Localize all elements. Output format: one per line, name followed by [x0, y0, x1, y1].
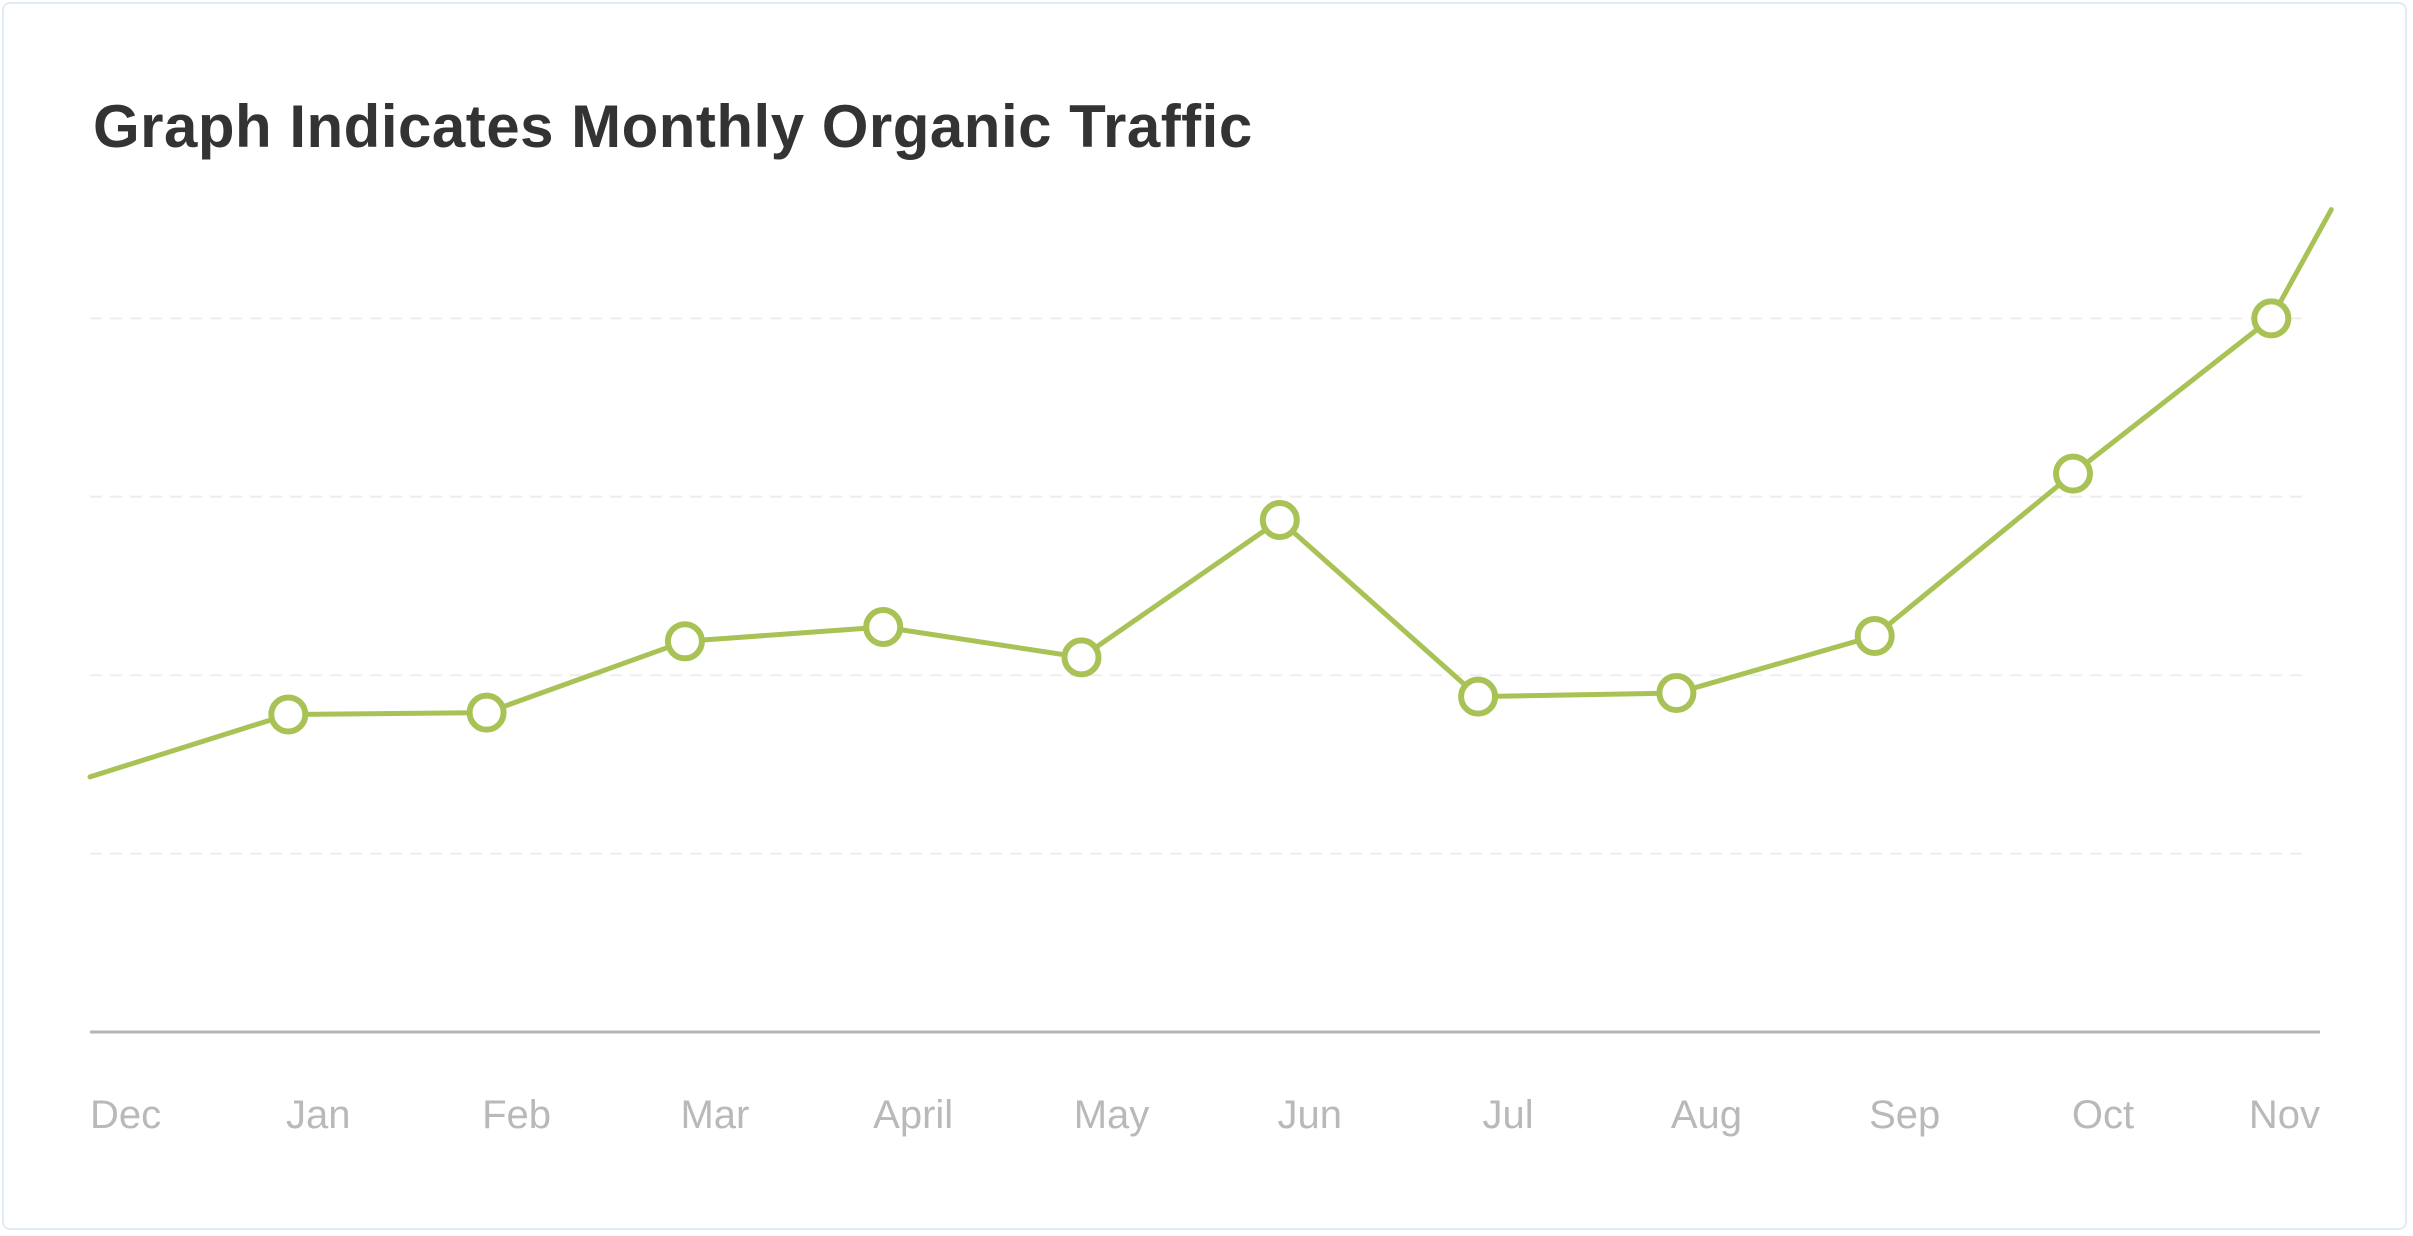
data-point-jun[interactable] [1259, 499, 1300, 540]
series-group [87, 207, 2334, 780]
data-point-jan[interactable] [268, 694, 309, 735]
data-point-feb[interactable] [466, 692, 507, 733]
x-tick-label-aug: Aug [1671, 1093, 1742, 1137]
data-point-nov[interactable] [2251, 298, 2292, 339]
x-tick-label-jul: Jul [1483, 1093, 1534, 1137]
x-tick-label-feb: Feb [482, 1093, 551, 1137]
data-point-mar[interactable] [664, 621, 705, 662]
data-point-sep[interactable] [1854, 615, 1895, 656]
gridlines [90, 317, 2304, 855]
x-tick-label-mar: Mar [680, 1093, 749, 1137]
data-point-jul[interactable] [1458, 676, 1499, 717]
x-tick-label-jan: Jan [286, 1093, 351, 1137]
data-point-may[interactable] [1061, 637, 1102, 678]
x-tick-label-dec: Dec [90, 1093, 161, 1137]
x-tick-label-nov: Nov [2249, 1093, 2320, 1137]
x-tick-labels: Dec Jan Feb Mar April May Jun Jul Aug Sep Oct Nov [90, 1093, 2320, 1137]
x-tick-label-april: April [873, 1093, 953, 1137]
series-line [87, 207, 2334, 780]
chart-title: Graph Indicates Monthly Organic Traffic [93, 93, 1253, 160]
data-point-april[interactable] [863, 607, 904, 648]
x-tick-label-may: May [1074, 1093, 1150, 1137]
data-point-aug[interactable] [1656, 673, 1697, 714]
x-tick-label-oct: Oct [2072, 1093, 2134, 1137]
data-point-oct[interactable] [2053, 453, 2093, 494]
x-tick-label-jun: Jun [1278, 1093, 1343, 1137]
x-tick-label-sep: Sep [1869, 1093, 1940, 1137]
